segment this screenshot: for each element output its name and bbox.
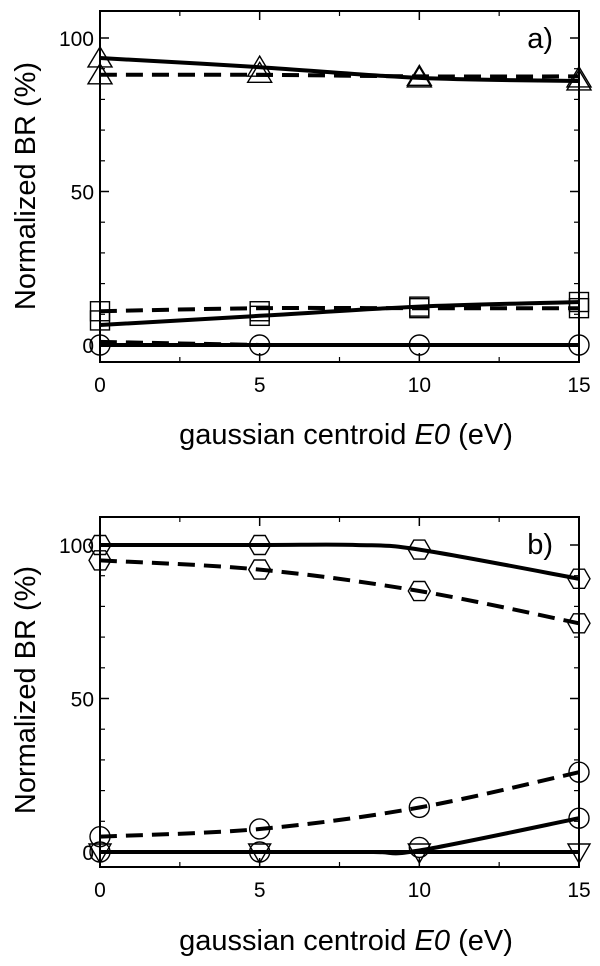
circle-marker <box>568 807 590 829</box>
square-marker <box>409 297 430 319</box>
x-tick-label: 0 <box>94 374 106 397</box>
series-line-2 <box>99 72 580 79</box>
hexagon-marker <box>567 613 591 634</box>
triangle-down-marker <box>87 843 113 865</box>
y-axis-title: Normalized BR (%) <box>10 566 42 814</box>
triangle-marker <box>406 64 433 87</box>
circle-marker <box>248 334 271 356</box>
circle-marker <box>408 796 431 819</box>
x-tick-label: 10 <box>408 879 431 902</box>
series-line-3 <box>99 300 580 327</box>
y-tick-label: 100 <box>59 535 94 558</box>
triangle-marker <box>246 60 273 84</box>
x-axis-symbol: E0 <box>415 419 450 451</box>
x-axis-unit: (eV) <box>458 419 513 451</box>
triangle-marker <box>86 45 114 68</box>
circle-marker <box>408 836 431 859</box>
x-tick-label: 15 <box>567 879 590 902</box>
triangle-marker <box>86 62 114 85</box>
circle-marker <box>408 334 431 356</box>
triangle-down-marker <box>566 843 592 865</box>
hexagon-marker <box>567 568 591 589</box>
plot-frame <box>99 516 580 868</box>
y-tick-label: 50 <box>71 182 94 205</box>
hexagon-marker <box>88 550 112 571</box>
x-tick-label: 0 <box>94 879 106 902</box>
hexagon-marker <box>407 539 432 560</box>
hexagon-marker <box>88 534 112 556</box>
circle-marker <box>568 761 590 783</box>
y-tick-label: 0 <box>82 842 94 865</box>
panel-a: 0 5 10 15 0 50 100 a) Normalized BR (%) gaussi… <box>10 10 593 451</box>
x-axis-title: gaussian centroid E0 (eV) <box>179 925 513 957</box>
y-tick-label: 50 <box>71 689 94 712</box>
series-line-4 <box>99 305 579 314</box>
x-axis-title: gaussian centroid E0 (eV) <box>179 419 513 451</box>
circle-marker <box>89 334 111 356</box>
circle-marker <box>248 818 271 840</box>
series-line-4 <box>100 816 580 856</box>
series-line-1 <box>99 542 580 581</box>
panel-b: 0 5 10 15 0 50 100 b) Normalized BR (%) gaussi… <box>10 516 592 957</box>
square-marker <box>89 301 111 322</box>
x-tick-label: 10 <box>408 374 431 397</box>
hexagon-marker <box>247 534 272 556</box>
circle-marker <box>568 334 590 356</box>
x-tick-label: 5 <box>254 374 266 397</box>
triangle-marker <box>565 68 593 91</box>
x-axis-symbol: E0 <box>415 925 450 957</box>
x-axis-unit: (eV) <box>458 925 513 957</box>
plot-area: 0 5 10 15 0 50 100 <box>59 11 593 397</box>
x-tick-label: 5 <box>254 879 266 902</box>
y-tick-label: 100 <box>59 28 94 51</box>
circle-marker <box>89 825 111 848</box>
series-line-1 <box>99 56 580 83</box>
series-line-6 <box>99 339 260 347</box>
x-axis-title-text: gaussian centroid <box>179 925 406 957</box>
hexagon-marker <box>247 559 272 580</box>
square-marker <box>249 301 270 322</box>
series-line-3 <box>99 770 580 839</box>
hexagon-marker <box>407 580 432 602</box>
series-line-2 <box>99 558 580 626</box>
square-marker <box>568 297 590 319</box>
triangle-down-marker <box>247 843 272 865</box>
panel-label: a) <box>527 23 553 55</box>
x-axis-title-text: gaussian centroid <box>179 419 406 451</box>
y-axis-title: Normalized BR (%) <box>10 62 42 310</box>
panel-label: b) <box>527 529 553 561</box>
plot-area: 0 5 10 15 0 50 100 <box>59 517 592 902</box>
triangle-marker <box>565 65 593 88</box>
y-tick-label: 0 <box>82 335 94 358</box>
triangle-down-marker <box>407 843 432 865</box>
x-tick-label: 15 <box>567 374 590 397</box>
